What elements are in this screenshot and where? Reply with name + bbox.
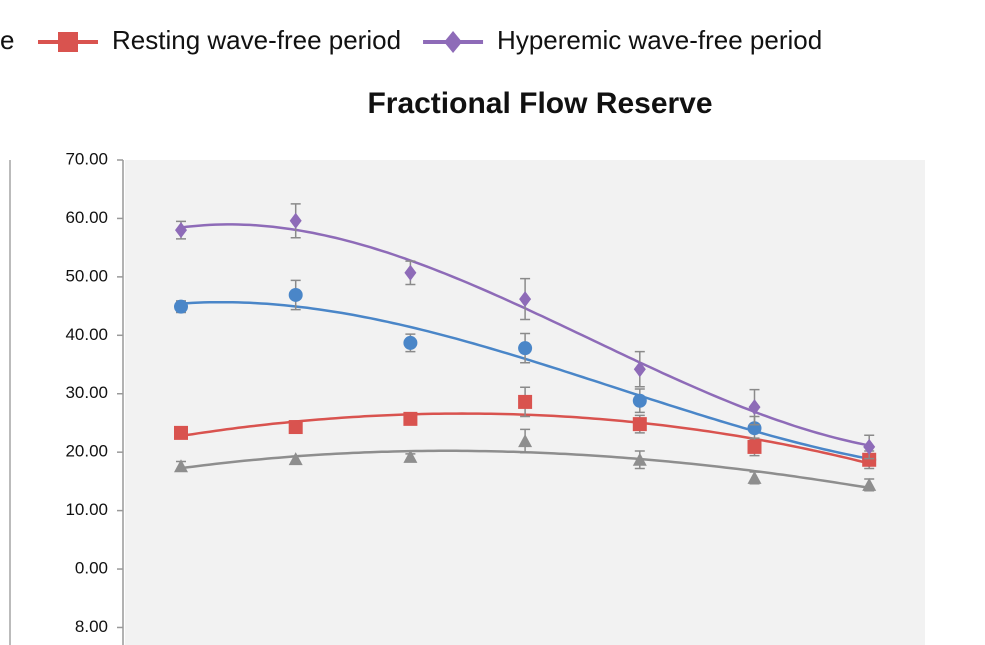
y-tick-label: 20.00	[65, 442, 108, 461]
marker	[444, 31, 463, 53]
marker	[632, 417, 647, 432]
marker	[633, 361, 646, 378]
marker	[632, 393, 647, 408]
marker	[288, 420, 303, 435]
y-tick-label: 10.00	[65, 500, 108, 519]
y-tick-label: 0.00	[75, 559, 108, 578]
marker	[174, 459, 188, 473]
y-tick-label: 40.00	[65, 325, 108, 344]
marker	[174, 299, 188, 314]
legend-fragment: e	[0, 25, 14, 55]
marker	[403, 335, 418, 350]
marker	[403, 411, 418, 426]
marker	[174, 425, 188, 440]
y-tick-label: 8.00	[75, 617, 108, 636]
y-tick-label: 70.00	[65, 149, 108, 168]
marker	[288, 287, 303, 302]
legend-label: Hyperemic wave-free period	[497, 25, 822, 55]
marker	[518, 394, 533, 409]
marker	[862, 477, 877, 491]
marker	[862, 452, 877, 467]
marker	[289, 212, 302, 229]
marker	[747, 439, 762, 454]
chart-title: Fractional Flow Reserve	[367, 87, 712, 120]
marker	[404, 264, 417, 281]
marker	[518, 341, 533, 356]
marker	[747, 470, 762, 484]
marker	[519, 291, 532, 308]
marker	[748, 399, 761, 416]
marker	[518, 434, 533, 448]
marker	[632, 452, 647, 466]
marker	[58, 32, 78, 52]
marker	[175, 222, 187, 239]
y-tick-label: 30.00	[65, 383, 108, 402]
marker	[288, 452, 303, 466]
marker	[863, 438, 876, 455]
y-tick-label: 60.00	[65, 208, 108, 227]
marker	[403, 449, 418, 463]
y-tick-label: 50.00	[65, 266, 108, 285]
legend-label: Resting wave-free period	[112, 25, 401, 55]
